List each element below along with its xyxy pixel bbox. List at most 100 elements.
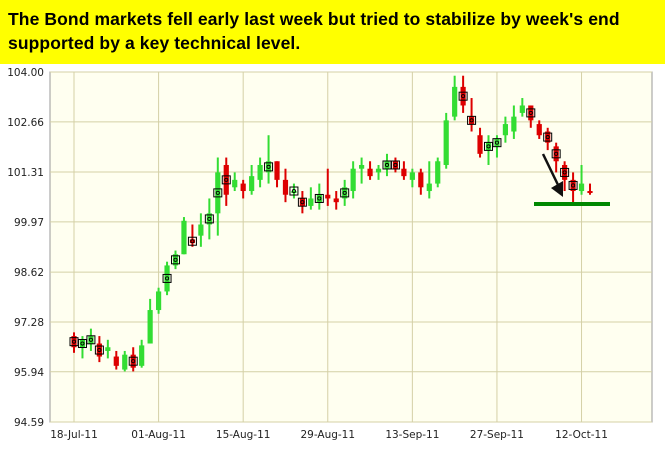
candle-marker-dot <box>97 347 102 353</box>
candle-body <box>468 116 475 125</box>
bond-price-chart: 104.00 102.66 101.31 99.97 98.62 97.28 95.94 94… <box>7 67 653 441</box>
candle-marker-box <box>390 160 400 170</box>
y-tick-label: 101.31 <box>7 167 44 179</box>
candle-body <box>282 179 289 195</box>
x-axis-tick-labels: 18-Jul-11 01-Aug-11 15-Aug-11 29-Aug-11 13-S… <box>50 429 608 441</box>
arrow-shaft <box>541 153 562 190</box>
candle-body <box>375 168 382 173</box>
candle-body <box>265 161 272 173</box>
candle <box>122 350 128 372</box>
candle-body <box>316 194 322 203</box>
y-tick-label: 104.00 <box>7 67 44 79</box>
candle-body <box>485 142 492 151</box>
candle <box>282 168 289 203</box>
candle-body <box>96 343 102 357</box>
candle-body <box>494 138 500 147</box>
candle-marker-dot <box>88 337 93 342</box>
candle <box>139 339 145 368</box>
candle <box>502 116 509 143</box>
candle-body <box>130 354 136 368</box>
candle-body <box>367 168 373 177</box>
candle-body <box>172 254 179 266</box>
candle-marker-dot <box>131 359 136 364</box>
candle <box>350 161 356 199</box>
candle-body <box>562 164 568 180</box>
chart-area: 104.00 102.66 101.31 99.97 98.62 97.28 95.94 94… <box>0 64 665 452</box>
candle <box>375 164 382 180</box>
candle-body <box>79 339 86 348</box>
candle-marker-box <box>467 115 477 125</box>
candle-marker-dot <box>554 151 559 156</box>
candle <box>526 105 536 128</box>
candle-marker-dot <box>317 196 322 201</box>
candle-body <box>257 164 263 180</box>
candle-marker-box <box>94 345 104 355</box>
candle-marker-dot <box>190 239 195 244</box>
candle <box>477 127 483 158</box>
candle <box>147 298 153 344</box>
candle-body <box>392 161 399 169</box>
candle <box>568 172 578 203</box>
candle <box>367 161 373 180</box>
candle <box>105 339 111 359</box>
candle-marker-box <box>543 132 553 142</box>
x-tick-label: 15-Aug-11 <box>216 429 271 441</box>
candle-body <box>426 183 432 192</box>
candle <box>187 224 197 247</box>
candle-body <box>113 356 119 366</box>
candle-marker-box <box>204 214 214 224</box>
candle-marker-dot <box>469 118 474 123</box>
candle-body <box>342 187 348 199</box>
candle-marker-dot <box>164 276 170 281</box>
candle <box>181 217 187 255</box>
candle-marker-dot <box>173 257 178 262</box>
candle <box>213 157 223 236</box>
candle-marker-box <box>526 108 536 118</box>
candle-marker-box <box>297 197 307 207</box>
candle-marker-dot <box>207 216 212 221</box>
candle-body <box>384 161 390 169</box>
candle-marker-dot <box>545 135 550 140</box>
candle <box>409 168 415 188</box>
candle <box>232 172 238 192</box>
y-tick-label: 97.28 <box>14 317 44 329</box>
candle-marker-box <box>171 255 181 265</box>
candle-body <box>206 213 212 225</box>
candle-marker-dot <box>224 177 229 182</box>
candle-body <box>578 183 585 192</box>
candle <box>511 105 517 139</box>
candle <box>257 157 263 188</box>
candle-body <box>401 168 407 177</box>
candle <box>240 179 246 199</box>
y-tick-label: 102.66 <box>7 117 44 129</box>
candle-marker-box <box>128 356 138 366</box>
candle-marker-dot <box>342 190 347 195</box>
arrow-head <box>551 181 563 197</box>
candle-body <box>164 265 170 292</box>
plot-frame <box>49 71 653 423</box>
candle-marker-box <box>560 167 570 177</box>
candle-body <box>88 336 94 344</box>
candle-marker-box <box>492 138 502 148</box>
candle <box>198 213 204 247</box>
candle <box>308 187 314 210</box>
candle-body <box>240 183 246 192</box>
candle-body <box>477 135 483 154</box>
x-tick-label: 01-Aug-11 <box>131 429 186 441</box>
candle-body <box>325 194 331 199</box>
candle-body <box>232 179 238 188</box>
candle <box>543 127 553 151</box>
candle <box>264 135 274 184</box>
candle-marker-dot <box>461 94 466 99</box>
candle-body <box>249 176 255 192</box>
candle-body <box>299 198 305 206</box>
candle-body <box>155 291 162 311</box>
candle-body <box>502 124 509 136</box>
candle-body <box>452 86 458 117</box>
headline-banner: The Bond markets fell early last week bu… <box>0 0 665 64</box>
candle <box>314 183 324 210</box>
candle-marker-dot <box>80 341 85 346</box>
candle-body <box>536 124 542 136</box>
candle <box>426 161 432 199</box>
candle <box>359 157 365 184</box>
